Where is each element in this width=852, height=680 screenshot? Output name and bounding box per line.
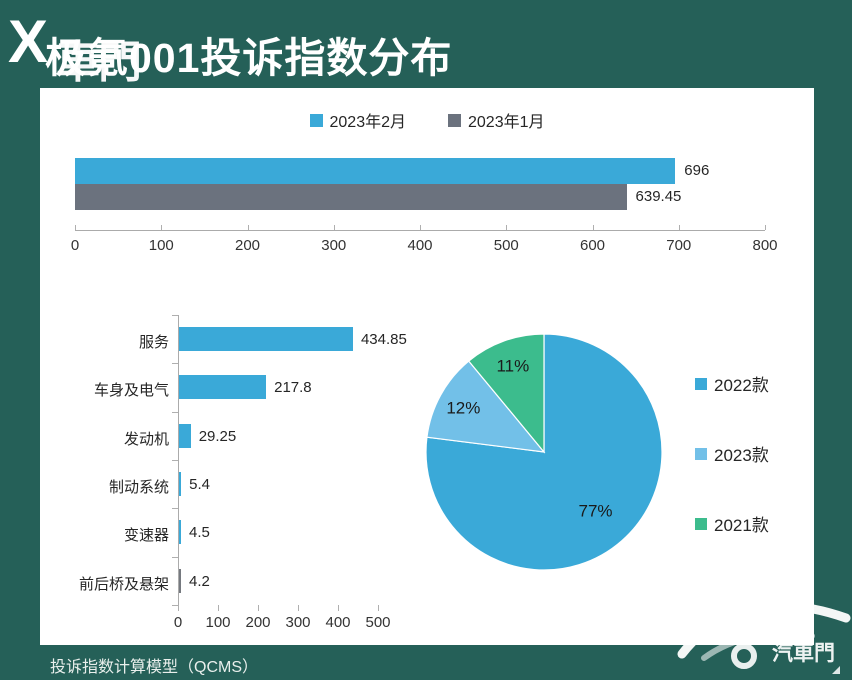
pie-slice-1	[426, 360, 546, 453]
bottom-category-label-2: 发动机	[123, 430, 169, 448]
category-index-bar-chart: 服务 434.85 车身及电气 217.8 发动机 29.25 制动系统 5.4 变速器 4.5 前…	[40, 88, 460, 645]
top-x-tick-label: 200	[234, 237, 261, 254]
bottom-x-tick	[338, 604, 339, 611]
bottom-x-tick-label: 100	[205, 613, 231, 631]
bottom-y-axis	[178, 315, 179, 605]
model-year-pie-chart: 77% 12% 11%	[425, 333, 663, 571]
pie-chart-legend: 2022款 2023款 2021款	[695, 371, 769, 536]
pie-legend-item-0: 2022款	[695, 371, 769, 396]
bottom-x-tick-label: 0	[173, 613, 183, 631]
legend-swatch-icon	[448, 113, 461, 127]
footer-note: 投诉指数计算模型（QCMS）	[50, 659, 259, 676]
legend-label: 2022款	[714, 376, 769, 395]
top-x-tick	[75, 225, 76, 230]
top-x-axis	[75, 230, 765, 231]
bottom-bar-value-5: 4.2	[189, 572, 210, 590]
top-chart-legend: 2023年2月 2023年1月	[40, 108, 814, 132]
bottom-x-tick-label: 200	[245, 613, 271, 631]
top-bar-0	[75, 158, 676, 184]
bottom-category-label-1: 车身及电气	[93, 382, 169, 400]
bottom-y-tick	[172, 508, 178, 510]
legend-swatch-icon	[695, 447, 707, 460]
top-x-tick	[247, 225, 249, 230]
top-x-tick	[506, 225, 508, 230]
pie-legend-item-1: 2023款	[695, 441, 769, 466]
pie-slice-label-1: 12%	[446, 399, 480, 418]
top-x-tick	[678, 225, 680, 230]
top-x-tick-label: 500	[493, 237, 519, 254]
bottom-y-tick	[172, 411, 178, 413]
page-title: 极氪001投诉指数分布	[45, 35, 453, 81]
bottom-x-tick	[218, 604, 219, 611]
brand-watermark-text: 車門	[56, 38, 142, 87]
bottom-bar-1	[179, 375, 267, 400]
top-x-tick-label: 400	[407, 237, 433, 254]
top-x-tick-label: 300	[321, 237, 347, 254]
legend-label: 2023年2月	[329, 114, 407, 131]
bottom-x-tick	[258, 604, 259, 611]
bottom-bar-value-3: 5.4	[189, 475, 211, 493]
brand-x-logo-icon: X	[8, 8, 49, 75]
legend-label: 2023年1月	[468, 114, 545, 131]
bottom-x-tick	[298, 604, 299, 611]
top-x-tick	[333, 225, 335, 230]
legend-label: 2021款	[714, 516, 769, 535]
top-legend-item-0: 2023年2月	[309, 108, 407, 132]
top-bar-value-1: 639.45	[635, 188, 682, 205]
top-x-tick-label: 700	[666, 237, 692, 254]
pie-slice-label-0: 77%	[578, 501, 612, 520]
qichemen-car-logo-icon: 汽車門	[677, 601, 851, 674]
bottom-bar-value-0: 434.85	[360, 331, 407, 348]
top-legend-item-1: 2023年1月	[448, 108, 545, 132]
bottom-category-label-3: 制动系统	[108, 478, 169, 496]
bottom-y-tick	[172, 556, 178, 558]
bottom-bar-2	[179, 423, 191, 448]
bottom-x-tick	[178, 604, 179, 611]
bottom-y-tick	[172, 604, 178, 606]
legend-swatch-icon	[695, 517, 707, 530]
bottom-bar-4	[179, 520, 181, 545]
legend-swatch-icon	[695, 377, 707, 390]
bottom-bar-5	[179, 568, 181, 593]
bottom-category-label-4: 变速器	[123, 527, 169, 545]
bottom-y-tick	[172, 315, 178, 316]
pie-legend-item-2: 2021款	[695, 511, 769, 536]
bottom-x-tick-label: 500	[365, 613, 391, 631]
chart-panel: 2023年2月 2023年1月 696 639.45 0 100 200 300 400 500…	[40, 88, 814, 645]
bottom-bar-0	[179, 327, 353, 351]
top-bar-1	[75, 184, 627, 210]
bottom-bar-value-1: 217.8	[274, 379, 312, 397]
pie-slice-2	[467, 333, 545, 454]
top-x-tick	[592, 225, 594, 230]
legend-label: 2023款	[714, 446, 769, 465]
svg-text:汽車門: 汽車門	[772, 641, 835, 665]
pie-slice-label-2: 11%	[496, 356, 529, 375]
bottom-y-tick	[172, 459, 178, 461]
bottom-category-label-5: 前后桥及悬架	[78, 575, 169, 593]
legend-swatch-icon	[309, 113, 323, 127]
bottom-bar-value-2: 29.25	[198, 427, 237, 445]
top-x-tick-label: 0	[70, 237, 80, 254]
bottom-bar-3	[179, 471, 182, 496]
bottom-category-label-0: 服务	[138, 334, 169, 351]
bottom-x-tick	[378, 604, 379, 611]
header: 极氪001投诉指数分布 X 車門	[0, 0, 852, 88]
top-x-tick	[161, 225, 163, 230]
top-x-tick	[765, 225, 766, 230]
bottom-x-tick-label: 300	[285, 613, 311, 631]
top-x-tick	[420, 225, 421, 230]
top-x-tick-label: 100	[148, 237, 174, 254]
monthly-index-bar-chart: 696 639.45 0 100 200 300 400 500 600 700 800	[40, 88, 814, 258]
bottom-bar-value-4: 4.5	[189, 524, 210, 542]
top-x-tick-label: 600	[579, 237, 606, 254]
bottom-x-tick-label: 400	[325, 613, 351, 631]
bottom-y-tick	[172, 363, 178, 365]
top-x-tick-label: 800	[752, 237, 778, 254]
top-bar-value-0: 696	[684, 162, 710, 179]
